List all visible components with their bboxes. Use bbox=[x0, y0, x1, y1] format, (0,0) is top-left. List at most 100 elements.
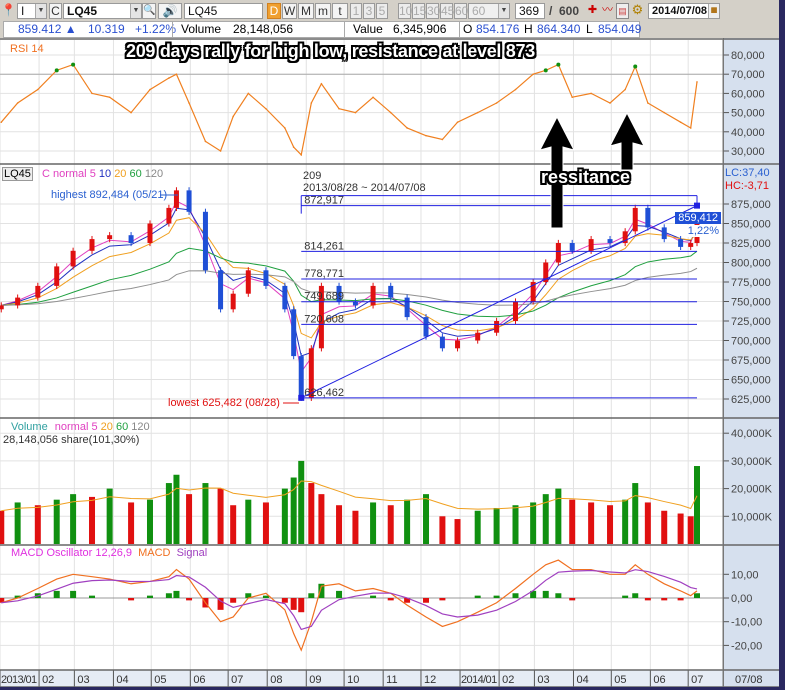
volume-ma-line bbox=[1, 480, 698, 512]
rsi-point bbox=[679, 121, 682, 123]
macd-histogram-bar bbox=[661, 598, 668, 601]
macd-histogram-bar bbox=[336, 590, 343, 598]
rsi-point bbox=[284, 127, 286, 129]
symbol-combo[interactable]: LQ45 ▼ bbox=[63, 3, 142, 19]
macd-histogram-bar bbox=[53, 590, 60, 598]
rsi-line bbox=[0, 63, 698, 157]
volume-axis-tick-label: 20,000K bbox=[731, 484, 773, 496]
settings-gear-icon[interactable]: ⚙ bbox=[631, 2, 644, 17]
calendar-icon[interactable]: ▦ bbox=[708, 4, 719, 18]
chart-area[interactable] bbox=[0, 38, 779, 688]
volume-axis bbox=[723, 418, 779, 545]
volume-legend-ma120: 120 bbox=[131, 421, 150, 433]
rsi-point bbox=[425, 134, 427, 137]
rsi-point bbox=[232, 115, 234, 118]
rsi-point bbox=[476, 111, 479, 114]
pin-icon[interactable]: 📍 bbox=[1, 3, 16, 17]
chevron-down-icon[interactable]: ▼ bbox=[498, 4, 509, 18]
candle-tool-icon[interactable]: ✚ bbox=[587, 4, 598, 16]
rsi-point bbox=[108, 96, 111, 99]
minute-15-button[interactable]: 15 bbox=[412, 3, 427, 19]
minute-select[interactable]: 60 ▼ bbox=[468, 3, 510, 19]
chart-save-icon[interactable]: ▤ bbox=[616, 3, 629, 19]
date-input[interactable]: 2014/07/08 ▦ bbox=[648, 3, 720, 19]
high-value: 864.340 bbox=[537, 22, 581, 36]
arrow-up-icon bbox=[539, 115, 575, 229]
line-tool-icon[interactable]: 〰 bbox=[602, 4, 613, 16]
macd-histogram-bar bbox=[165, 593, 172, 598]
macd-label: MACD bbox=[138, 547, 171, 559]
search-icon[interactable]: 🔍 bbox=[142, 3, 156, 19]
date-label: 07 bbox=[231, 674, 243, 686]
quote-info-bar: 859.412 ▲ 10.319 +1.22% Volume 28,148,05… bbox=[3, 21, 642, 38]
symbol-input[interactable]: LQ45 bbox=[184, 3, 263, 19]
price-lc: LC:37,40 bbox=[725, 167, 770, 179]
volume-bar bbox=[569, 499, 576, 544]
period-minute-button[interactable]: m bbox=[315, 3, 331, 19]
volume-bar bbox=[165, 483, 172, 544]
minute-30-button[interactable]: 30 bbox=[426, 3, 441, 19]
macd-histogram-bar bbox=[0, 598, 5, 603]
open-value: 854.176 bbox=[476, 22, 520, 36]
trend-anchor-end bbox=[694, 202, 700, 209]
price-axis-tick-label: 625,000 bbox=[731, 394, 771, 406]
c-button[interactable]: C bbox=[49, 3, 62, 19]
minute-10-button[interactable]: 10 bbox=[398, 3, 413, 19]
candle-body bbox=[622, 231, 628, 243]
rsi-axis-tick-label: 40,000 bbox=[731, 127, 765, 139]
macd-histogram-bar bbox=[493, 595, 500, 598]
minute-5-button[interactable]: 5 bbox=[376, 3, 388, 19]
candle-body bbox=[588, 239, 594, 251]
date-label: 03 bbox=[537, 674, 549, 686]
window-border-right bbox=[779, 0, 785, 690]
price-axis-tick-label: 775,000 bbox=[731, 277, 771, 289]
volume-bar bbox=[454, 519, 461, 544]
rsi-point bbox=[265, 107, 267, 110]
macd-histogram-bar bbox=[89, 595, 96, 598]
price-hc: HC:-3,71 bbox=[725, 180, 770, 192]
chevron-down-icon[interactable]: ▼ bbox=[130, 4, 141, 18]
period-day-button[interactable]: D bbox=[267, 3, 281, 19]
candle-body bbox=[439, 336, 445, 349]
macd-axis-tick-label: 10,00 bbox=[731, 569, 759, 581]
symbol-tag[interactable]: LQ45 bbox=[2, 167, 33, 181]
rsi-point bbox=[91, 92, 93, 95]
candle-body bbox=[455, 340, 461, 349]
volume-bar bbox=[245, 499, 252, 544]
candle-body bbox=[632, 207, 638, 232]
minute-60-button[interactable]: 60 bbox=[454, 3, 469, 19]
volume-bar bbox=[687, 516, 694, 544]
rsi-axis-tick-label: 50,000 bbox=[731, 108, 765, 120]
count-input[interactable]: 369 bbox=[515, 3, 545, 19]
period-tick-button[interactable]: t bbox=[332, 3, 348, 19]
fib-level-label: 626,462 bbox=[304, 387, 344, 399]
volume-axis-tick-label: 10,000K bbox=[731, 511, 773, 523]
minute-3-button[interactable]: 3 bbox=[363, 3, 375, 19]
fib-level-label: 720,608 bbox=[304, 313, 344, 325]
macd-histogram-bar bbox=[70, 590, 77, 598]
macd-histogram-bar bbox=[569, 598, 576, 601]
type-select[interactable]: I ▼ bbox=[17, 3, 47, 19]
chevron-down-icon[interactable]: ▼ bbox=[35, 4, 46, 18]
minute-45-button[interactable]: 45 bbox=[440, 3, 455, 19]
date-label: 08 bbox=[270, 674, 282, 686]
price-axis-tick-label: 800,000 bbox=[731, 258, 771, 270]
minute-1-button[interactable]: 1 bbox=[350, 3, 362, 19]
macd-histogram-bar bbox=[404, 598, 411, 603]
period-month-button[interactable]: M bbox=[298, 3, 314, 19]
speaker-icon[interactable]: 🔊 bbox=[158, 3, 182, 19]
price-axis-tick-label: 725,000 bbox=[731, 316, 771, 328]
rsi-point bbox=[188, 102, 190, 104]
rsi-point bbox=[300, 154, 303, 156]
macd-line bbox=[1, 559, 698, 652]
date-label: 12 bbox=[424, 674, 436, 686]
macd-histogram-bar bbox=[439, 598, 446, 601]
candle-body bbox=[218, 270, 224, 310]
period-week-button[interactable]: W bbox=[282, 3, 297, 19]
low-value: 854.049 bbox=[598, 22, 642, 36]
toolbar: 📍 I ▼ C LQ45 ▼ 🔍 🔊 LQ45 D W M m t 1 3 5 10… bbox=[0, 0, 779, 21]
macd-histogram-bar bbox=[542, 590, 549, 598]
rsi-axis-tick-label: 60,000 bbox=[731, 88, 765, 100]
volume-bar bbox=[542, 494, 549, 544]
